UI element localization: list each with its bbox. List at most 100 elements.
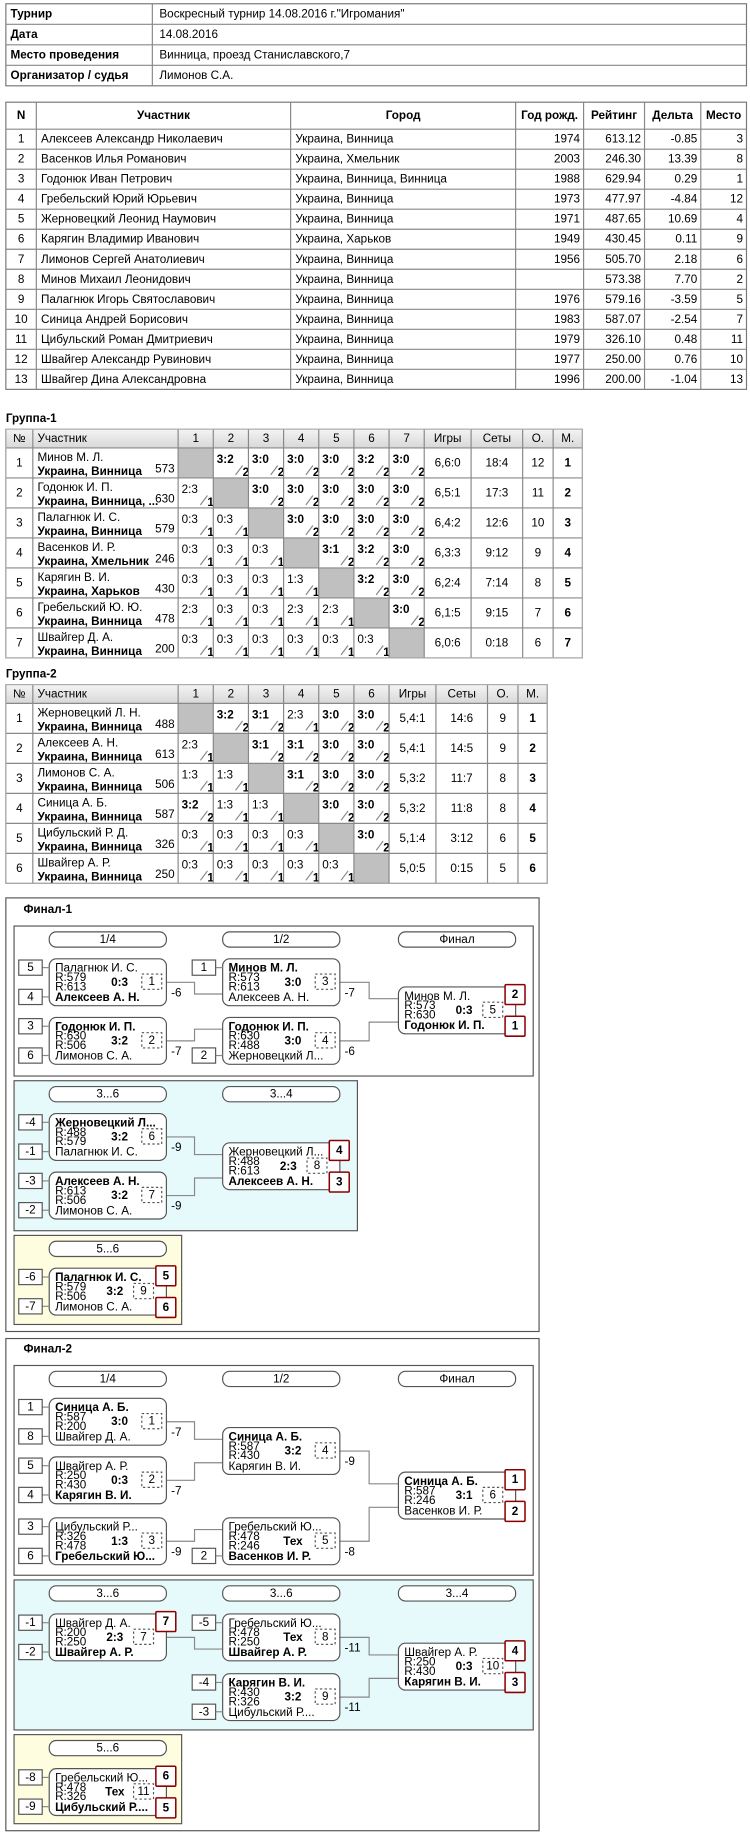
match-score: 3:2 [182, 799, 199, 812]
match-score: 3:0 [393, 513, 410, 526]
rule [199, 555, 208, 566]
participant-cell: 1983 [554, 313, 580, 326]
match-number: 3 [322, 975, 329, 988]
player-name: Гребельский Ю... [55, 1550, 155, 1563]
round-label-box [48, 1370, 167, 1388]
rule [375, 525, 384, 536]
seed-box [18, 1202, 43, 1219]
match-score: 0:3 [217, 543, 233, 556]
seed: -4 [25, 1116, 36, 1129]
column-header: Игры [434, 432, 462, 445]
match-result: Тех [105, 1786, 125, 1799]
column-header: № [13, 432, 26, 445]
match-box [48, 1456, 167, 1505]
sets: 14:5 [450, 742, 473, 755]
rule [270, 750, 279, 761]
participant-cell: 10 [15, 313, 29, 326]
info-value: Винница, проезд Станиславского,7 [159, 49, 350, 62]
match-number-box [306, 1157, 328, 1174]
place: 4 [529, 802, 536, 815]
loser-destination: -9 [171, 1141, 181, 1154]
participant-cell: 0.29 [674, 173, 697, 186]
match-score: 0:3 [252, 603, 268, 616]
place: 1 [565, 456, 572, 469]
rule [199, 525, 208, 536]
match-score: 0:3 [217, 513, 233, 526]
seed-box [18, 1268, 43, 1286]
rule [340, 645, 349, 656]
seed: -5 [199, 1616, 210, 1629]
diagonal-cell [318, 823, 354, 854]
player-name: Швайгер Д. А. [55, 1430, 131, 1443]
round-label-box [222, 1585, 341, 1602]
match-points: 2 [383, 586, 390, 599]
match-points: 1 [313, 841, 320, 854]
match-score: 3:2 [357, 573, 374, 586]
seed-box [18, 1457, 43, 1474]
group-table [5, 684, 548, 884]
place-box [155, 1765, 177, 1787]
bracket-connector [166, 1421, 223, 1440]
player-rating: 246 [155, 553, 175, 566]
participant-cell: Украина, Харьков [295, 233, 391, 246]
group-header-bg [5, 684, 548, 704]
player-city: Украина, Винница [38, 525, 143, 538]
column-header: 4 [298, 688, 305, 701]
rule [199, 840, 208, 851]
player-name: Годонюк И. П. [38, 481, 113, 494]
column-header: 5 [333, 432, 340, 445]
seed: -4 [199, 1676, 210, 1689]
seed: 3 [27, 1520, 34, 1533]
participant-cell: 7 [736, 313, 743, 326]
points: 9 [499, 742, 506, 755]
player-name: Палагнюк И. С. [38, 511, 121, 524]
participant-cell: Гребельский Юрий Юрьевич [41, 193, 197, 206]
rule [375, 645, 384, 656]
match-number-box [314, 1688, 336, 1705]
points: 10 [531, 516, 545, 529]
participants-table [5, 101, 748, 390]
player-rating: 250 [155, 868, 175, 881]
place-box [155, 1296, 177, 1319]
final-place: 5 [163, 1801, 170, 1814]
rule [305, 780, 314, 791]
match-box [397, 1642, 517, 1691]
rule [235, 810, 244, 821]
match-box [222, 1517, 341, 1566]
match-score: 3:0 [322, 739, 339, 752]
match-points: 1 [348, 646, 355, 659]
match-points: 1 [243, 556, 250, 569]
player-rating: 573 [155, 463, 175, 476]
rule [235, 555, 244, 566]
diagonal-cell [283, 537, 319, 568]
player-rating: R:250 [404, 1655, 436, 1668]
seed-box [191, 959, 217, 976]
diagonal-cell [213, 477, 249, 508]
player-rating: R:630 [229, 1030, 261, 1043]
participant-cell: Минов Михаил Леонидович [41, 273, 191, 286]
match-score: 0:3 [357, 633, 373, 646]
seed-box [18, 1547, 43, 1565]
round-label: 5...6 [96, 1742, 119, 1755]
participant-cell: 1996 [554, 373, 580, 386]
match-score: 2:3 [322, 603, 338, 616]
match-score: 3:0 [287, 453, 304, 466]
participant-cell: 1 [18, 133, 25, 146]
match-result: 3:2 [111, 1130, 128, 1143]
rule [375, 780, 384, 791]
bracket-connector [339, 981, 399, 1000]
seed: -1 [25, 1616, 35, 1629]
rule [305, 720, 314, 731]
participant-cell: -4.84 [671, 193, 698, 206]
participant-cell: 1979 [554, 333, 580, 346]
participant-cell: 0.48 [674, 333, 697, 346]
games: 5,4:1 [399, 712, 425, 725]
match-score: 3:1 [252, 709, 269, 722]
bracket-connector [339, 1636, 399, 1656]
player-name: Цибульский Р. Д. [38, 826, 129, 839]
seed: 1 [201, 961, 208, 974]
seed: -8 [25, 1771, 35, 1784]
points: 9 [535, 546, 542, 559]
final-place: 3 [336, 1176, 343, 1189]
